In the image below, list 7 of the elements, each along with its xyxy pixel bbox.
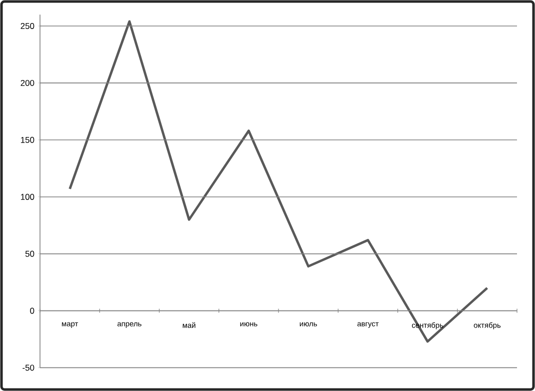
y-tick-label: 100 [20, 194, 34, 200]
y-tick-label: 50 [25, 250, 34, 257]
y-tick-label: 250 [20, 23, 34, 29]
y-tick-label: 150 [20, 136, 34, 143]
y-tick-label: 200 [20, 80, 34, 86]
y-tick-label: 0 [30, 308, 34, 314]
y-tick-label: -50 [22, 364, 34, 371]
